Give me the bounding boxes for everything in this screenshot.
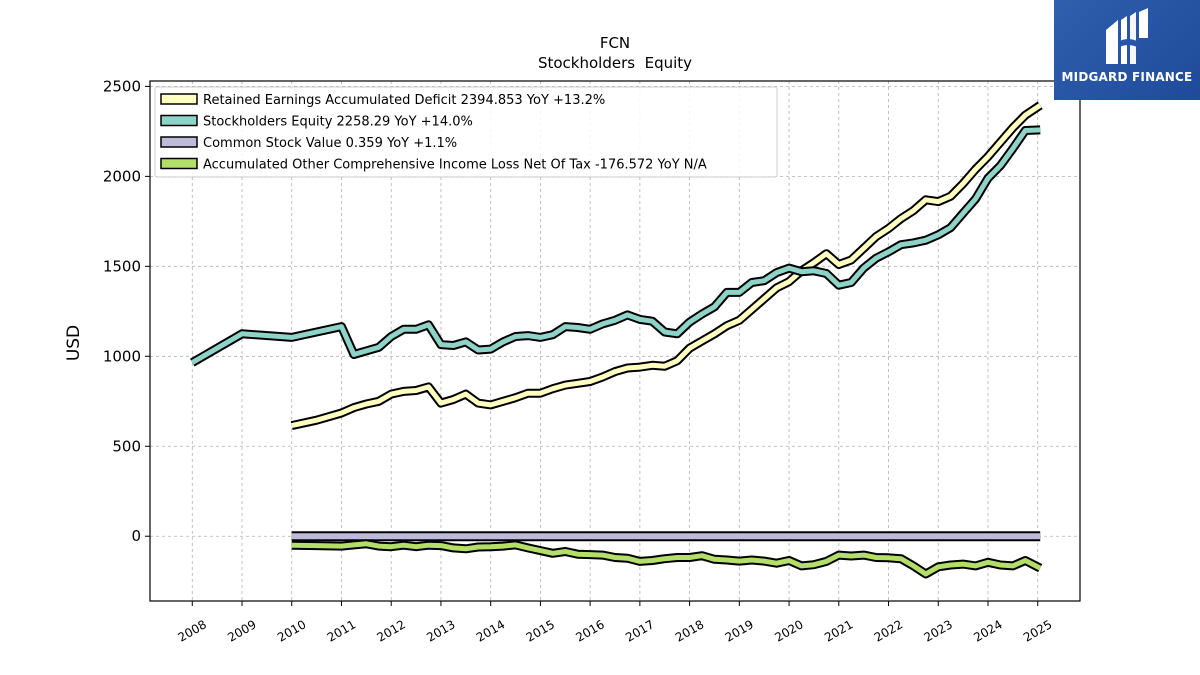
legend-swatch-1 <box>160 114 198 127</box>
x-tick-label: 2016 <box>573 617 606 644</box>
legend-swatch-2 <box>160 136 198 148</box>
x-tick-label: 2023 <box>922 617 955 644</box>
legend-entry-3: Accumulated Other Comprehensive Income L… <box>203 158 707 173</box>
y-tick-label: 0 <box>131 527 141 545</box>
x-tick-label: 2018 <box>673 617 706 644</box>
series-layer <box>190 101 1043 579</box>
x-tick-label: 2015 <box>524 617 557 644</box>
midgard-finance-logo[interactable]: MIDGARD FINANCE <box>1054 0 1200 100</box>
legend-box <box>154 86 778 178</box>
series-line-1 <box>191 127 1041 365</box>
x-tick-label: 2025 <box>1021 617 1054 644</box>
x-tick-label: 2017 <box>623 617 656 644</box>
legend-swatch-3 <box>160 157 198 170</box>
x-tick-label: 2022 <box>872 617 905 644</box>
x-tick-label: 2010 <box>275 617 308 644</box>
x-tick-label: 2009 <box>225 617 258 644</box>
legend-entry-2: Common Stock Value 0.359 YoY +1.1% <box>203 136 457 151</box>
series-line-3 <box>291 541 1042 577</box>
brand-name: MIDGARD FINANCE <box>1061 70 1193 84</box>
series-line-0 <box>291 103 1042 429</box>
y-tick-label: 1000 <box>103 347 141 365</box>
legend-entry-1: Stockholders Equity 2258.29 YoY +14.0% <box>203 115 473 130</box>
y-tick-label: 500 <box>112 437 141 455</box>
x-tick-label: 2024 <box>971 617 1004 644</box>
y-tick-label: 2000 <box>103 167 141 185</box>
y-axis-label: USD <box>64 325 84 361</box>
x-tick-label: 2021 <box>822 617 855 644</box>
x-tick-label: 2011 <box>325 617 358 644</box>
x-tick-label: 2012 <box>374 617 407 644</box>
legend-swatch-0 <box>160 93 198 105</box>
y-tick-label: 1500 <box>103 257 141 275</box>
chart-subtitle: Stockholders Equity <box>538 54 692 72</box>
y-tick-label: 2500 <box>103 77 141 95</box>
midgard-logo-icon <box>1106 8 1148 64</box>
x-tick-label: 2020 <box>772 617 805 644</box>
plot-frame <box>149 80 1081 602</box>
legend-entry-0: Retained Earnings Accumulated Deficit 23… <box>203 93 605 108</box>
x-tick-label: 2019 <box>723 617 756 644</box>
x-tick-label: 2013 <box>424 617 457 644</box>
chart-title: FCN <box>600 34 630 52</box>
legend: Retained Earnings Accumulated Deficit 23… <box>154 86 778 178</box>
x-tick-label: 2008 <box>176 617 209 644</box>
x-tick-label: 2014 <box>474 617 507 644</box>
